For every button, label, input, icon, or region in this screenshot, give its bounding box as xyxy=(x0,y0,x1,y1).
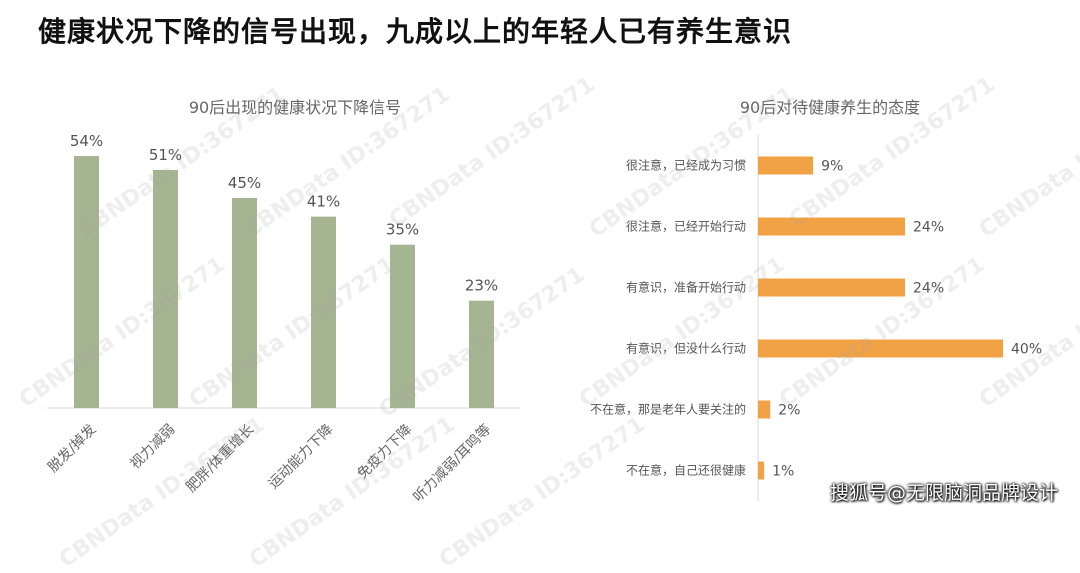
data-label: 2% xyxy=(778,403,800,419)
data-label: 41% xyxy=(307,193,340,211)
data-label: 35% xyxy=(386,221,419,239)
category-label: 脱发/掉发 xyxy=(45,422,99,476)
category-label: 有意识，准备开始行动 xyxy=(626,280,746,295)
category-label: 运动能力下降 xyxy=(266,422,337,493)
page-title: 健康状况下降的信号出现，九成以上的年轻人已有养生意识 xyxy=(38,15,793,48)
data-label: 45% xyxy=(228,174,261,192)
bar xyxy=(469,300,494,408)
category-label: 很注意，已经开始行动 xyxy=(626,219,746,234)
category-label: 免疫力下降 xyxy=(355,422,416,483)
bar xyxy=(311,216,336,408)
left-chart-title: 90后出现的健康状况下降信号 xyxy=(188,98,402,117)
source-credit: 搜狐号@无限脑洞品牌设计 xyxy=(829,482,1058,504)
category-label: 视力减弱 xyxy=(127,422,178,473)
data-label: 40% xyxy=(1011,342,1042,358)
bar xyxy=(153,170,178,408)
data-label: 1% xyxy=(772,464,794,480)
bar xyxy=(758,400,771,419)
data-label: 9% xyxy=(821,159,843,175)
category-label: 不在意，那是老年人要关注的 xyxy=(590,402,746,417)
category-label: 肥胖/体重增长 xyxy=(183,422,257,496)
data-label: 51% xyxy=(149,146,182,164)
data-label: 23% xyxy=(465,277,498,295)
bar xyxy=(758,217,905,236)
charts-canvas: 54% 脱发/掉发 51% 视力减弱 45% 肥胖/体重增长 41% 运动能力下降 35% 免疫力… xyxy=(45,132,1042,506)
category-label: 听力减弱/耳鸣等 xyxy=(410,421,495,506)
category-label: 很注意，已经成为习惯 xyxy=(626,158,746,173)
bar xyxy=(758,461,765,480)
bar xyxy=(390,244,415,408)
data-label: 24% xyxy=(913,281,944,297)
bar xyxy=(758,156,814,175)
data-label: 54% xyxy=(70,132,103,150)
category-label: 不在意，自己还很健康 xyxy=(626,463,746,478)
data-label: 24% xyxy=(913,220,944,236)
bar xyxy=(758,278,905,297)
bar xyxy=(232,198,257,408)
category-label: 有意识，但没什么行动 xyxy=(626,341,746,356)
bar xyxy=(758,339,1003,358)
right-chart-title: 90后对待健康养生的态度 xyxy=(739,98,921,117)
bar xyxy=(74,156,99,408)
